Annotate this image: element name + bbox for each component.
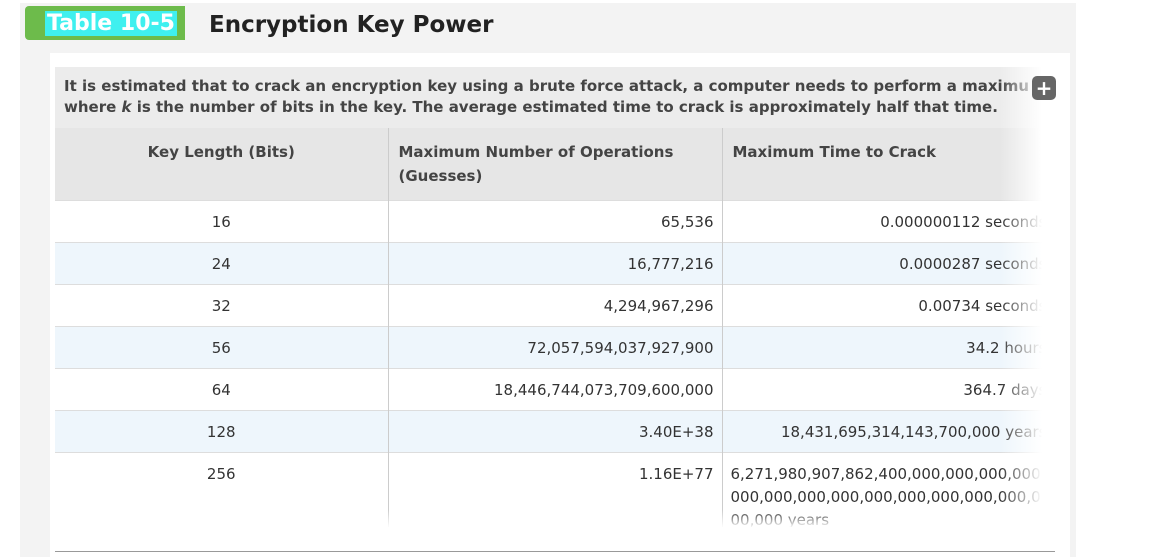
table-row: 24 16,777,216 0.0000287 seconds — [55, 242, 1050, 285]
text: k — [121, 98, 132, 116]
table-cell: 3.40E+38 — [388, 410, 723, 453]
table-cell: 64 — [55, 368, 389, 411]
description: It is estimated that to crack an encrypt… — [55, 67, 1050, 128]
table-cell: 24 — [55, 242, 389, 285]
table-body: 16 65,536 0.000000112 seconds 24 16,777,216 0… — [55, 200, 1050, 527]
table-cell: 0.000000112 seconds — [722, 200, 1050, 243]
table-cell: 128 — [55, 410, 389, 453]
table-cell: 18,446,744,073,709,600,000 — [388, 368, 723, 411]
column-header: Maximum Number of Operations (Guesses) — [388, 128, 723, 201]
table-cell: 56 — [55, 326, 389, 369]
table-cell: 16 — [55, 200, 389, 243]
table: Key Length (Bits) Maximum Number of Opera… — [55, 128, 1050, 527]
table-cell: 32 — [55, 284, 389, 327]
table-cell: 65,536 — [388, 200, 723, 243]
table-cell: 16,777,216 — [388, 242, 723, 285]
column-header: Maximum Time to Crack — [722, 128, 1050, 201]
description-line: where k is the number of bits in the key… — [64, 97, 1042, 118]
divider — [55, 551, 1055, 552]
text: where — [64, 98, 122, 116]
column-header: Key Length (Bits) — [55, 128, 389, 201]
torn-edge — [55, 510, 1055, 540]
table-cell: 18,431,695,314,143,700,000 years — [722, 410, 1050, 453]
table-row: 32 4,294,967,296 0.00734 seconds — [55, 284, 1050, 327]
torn-edge — [1000, 60, 1060, 540]
table-cell: 4,294,967,296 — [388, 284, 723, 327]
header-row: Key Length (Bits) Maximum Number of Opera… — [55, 128, 1050, 201]
table-area: It is estimated that to crack an encrypt… — [55, 67, 1050, 527]
table-row: 128 3.40E+38 18,431,695,314,143,700,000 ye… — [55, 410, 1050, 453]
table-cell: 72,057,594,037,927,900 — [388, 326, 723, 369]
text: is the number of bits in the key. The av… — [131, 98, 998, 116]
table-cell: 0.0000287 seconds — [722, 242, 1050, 285]
table-cell: 0.00734 seconds — [722, 284, 1050, 327]
label-text: Table 10-5 — [45, 10, 177, 36]
expand-button[interactable]: + — [1032, 76, 1056, 100]
table-title: Encryption Key Power — [209, 12, 494, 38]
table-label: Table 10-5 — [25, 6, 185, 40]
table-row: 16 65,536 0.000000112 seconds — [55, 200, 1050, 243]
description-line: It is estimated that to crack an encrypt… — [64, 77, 1030, 95]
